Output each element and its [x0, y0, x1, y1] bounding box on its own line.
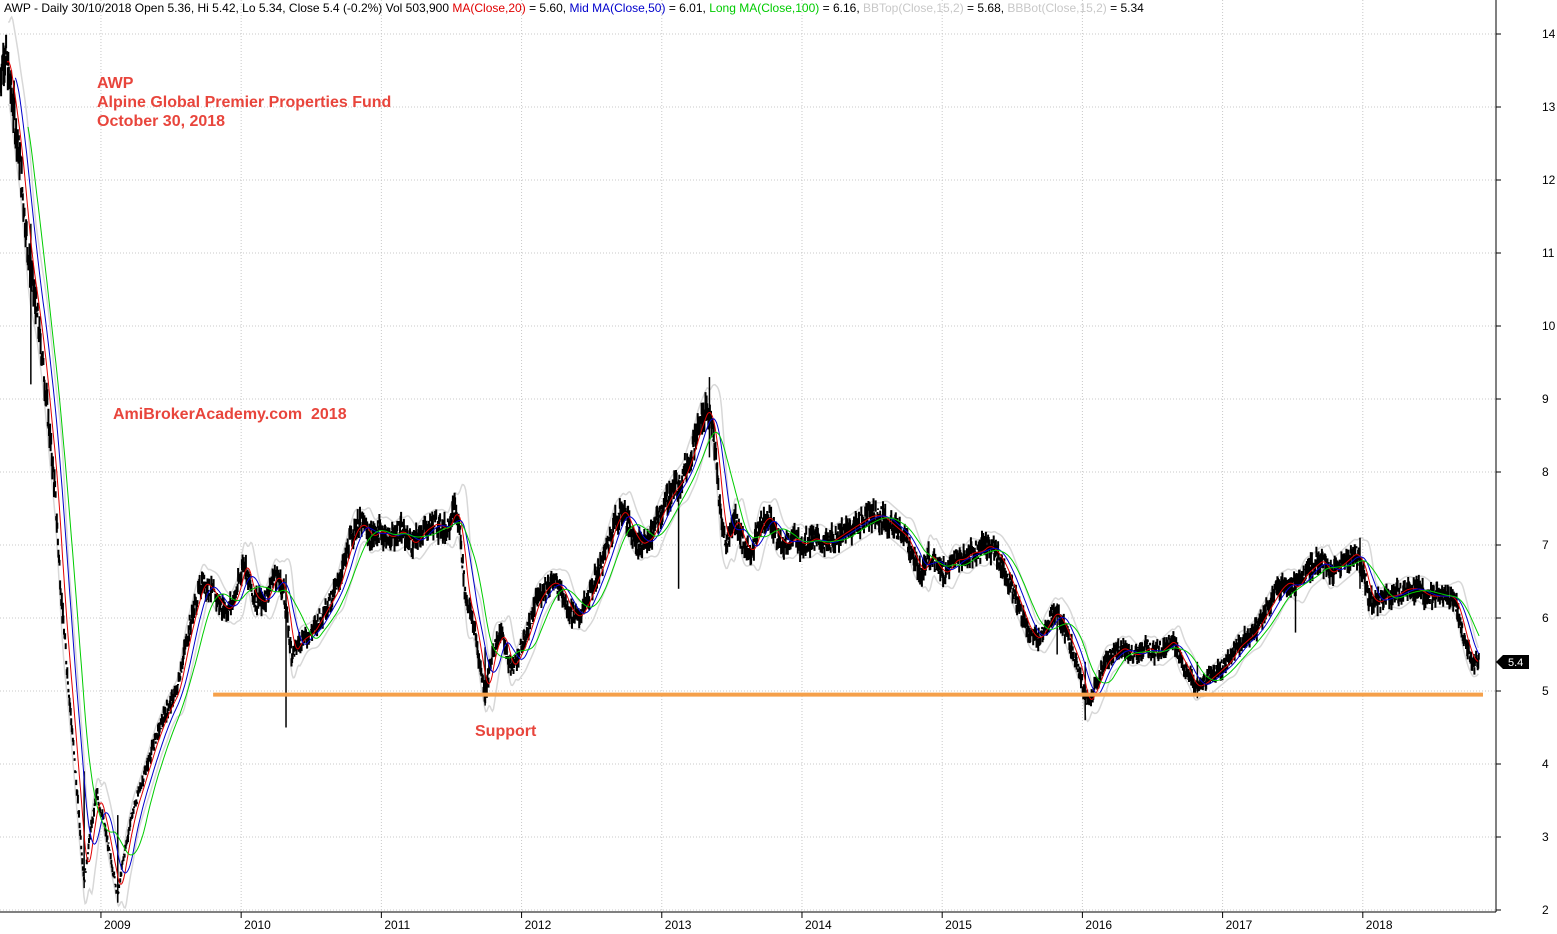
y-tick-label: 12: [1542, 173, 1556, 187]
y-tick-label: 5: [1542, 684, 1549, 698]
y-tick-label: 14: [1542, 27, 1556, 41]
header-volume: 503,900: [406, 1, 450, 15]
moving-averages: [6, 60, 1480, 885]
header-date: 30/10/2018: [71, 1, 131, 15]
indicator-bbtop-label: BBTop(Close,15,2): [863, 1, 964, 15]
x-tick-label: 2014: [805, 918, 832, 932]
y-tick-label: 2: [1542, 903, 1549, 917]
y-tick-label: 6: [1542, 611, 1549, 625]
header-close: 5.4 (-0.2%): [323, 1, 382, 15]
header-high: 5.42: [212, 1, 236, 15]
annotation-fund-name: Alpine Global Premier Properties Fund: [97, 94, 391, 111]
indicator-ma50-value: 6.01: [679, 1, 703, 15]
indicator-ma100-value: 6.16: [833, 1, 857, 15]
header-open: 5.36: [167, 1, 191, 15]
x-tick-label: 2016: [1085, 918, 1112, 932]
indicator-bbbot-label: BBBot(Close,15,2): [1007, 1, 1106, 15]
y-tick-label: 9: [1542, 392, 1549, 406]
annotation-ticker: AWP: [97, 75, 134, 92]
x-tick-label: 2012: [525, 918, 552, 932]
header-low: 5.34: [259, 1, 283, 15]
indicator-ma100-label: Long MA(Close,100): [709, 1, 819, 15]
watermark-text: AmiBrokerAcademy.com 2018: [113, 406, 347, 423]
ma-line-ma100: [27, 126, 1480, 856]
grid-lines: [0, 0, 1496, 912]
header-symbol: AWP: [4, 1, 31, 15]
y-tick-label: 3: [1542, 830, 1549, 844]
y-tick-label: 11: [1542, 246, 1555, 260]
last-price-label: 5.4: [1508, 657, 1523, 669]
indicator-bbtop-value: 5.68: [977, 1, 1001, 15]
y-tick-label: 8: [1542, 465, 1549, 479]
bollinger-bot: [7, 103, 1479, 909]
header-period: Daily: [41, 1, 68, 15]
chart-header: AWP - Daily 30/10/2018 Open 5.36, Hi 5.4…: [4, 1, 1144, 15]
annotation-date: October 30, 2018: [97, 113, 225, 130]
indicator-bbbot-value: 5.34: [1121, 1, 1145, 15]
y-tick-label: 10: [1542, 319, 1556, 333]
x-tick-label: 2015: [945, 918, 972, 932]
support-label: Support: [475, 723, 537, 740]
last-price-marker: 5.4: [1496, 655, 1529, 669]
indicator-ma20-value: 5.60: [539, 1, 563, 15]
x-tick-label: 2009: [104, 918, 131, 932]
x-tick-label: 2011: [384, 918, 410, 932]
y-tick-label: 13: [1542, 100, 1556, 114]
indicator-ma20-label: MA(Close,20): [452, 1, 525, 15]
x-tick-label: 2017: [1226, 918, 1253, 932]
x-tick-label: 2010: [244, 918, 271, 932]
y-tick-label: 4: [1542, 757, 1549, 771]
x-tick-label: 2018: [1366, 918, 1393, 932]
indicator-ma50-label: Mid MA(Close,50): [569, 1, 665, 15]
y-tick-label: 7: [1542, 538, 1549, 552]
ma-line-ma50: [14, 77, 1480, 874]
ma-line-ma20: [6, 60, 1479, 885]
x-tick-label: 2013: [665, 918, 692, 932]
